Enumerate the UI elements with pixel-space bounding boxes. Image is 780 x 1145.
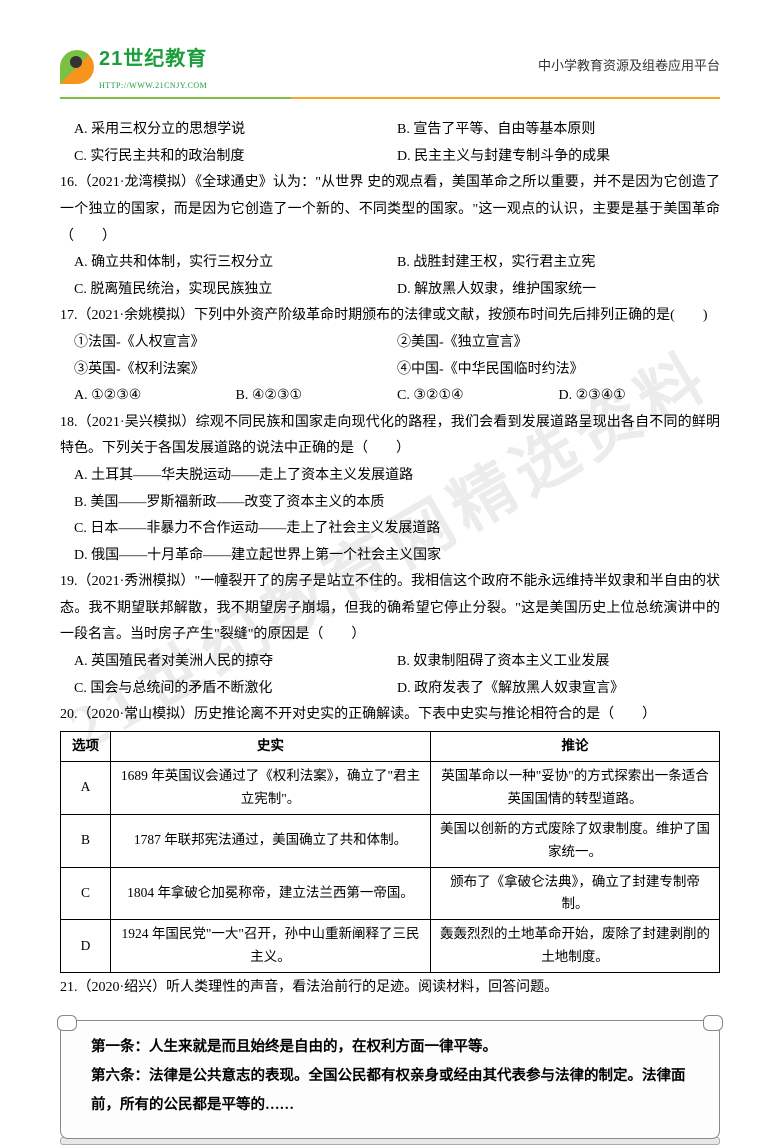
q16-stem: 16.（2021·龙湾模拟）《全球通史》认为："从世界 史的观点看，美国革命之所… (60, 170, 720, 250)
q18-option-b: B. 美国——罗斯福新政——改变了资本主义的本质 (74, 490, 720, 517)
table-row: C 1804 年拿破仑加冕称帝，建立法兰西第一帝国。 颁布了《拿破仑法典》，确立… (61, 867, 720, 920)
th-fact: 史实 (111, 731, 431, 761)
cell-inf: 轰轰烈烈的土地革命开始，废除了封建剥削的土地制度。 (431, 920, 720, 973)
cell-fact: 1787 年联邦宪法通过，美国确立了共和体制。 (111, 814, 431, 867)
q18-option-d: D. 俄国——十月革命——建立起世界上第一个社会主义国家 (74, 543, 720, 570)
table-row: A 1689 年英国议会通过了《权利法案》，确立了"君主立宪制"。 英国革命以一… (61, 761, 720, 814)
cell-opt: B (61, 814, 111, 867)
q18-option-c: C. 日本——非暴力不合作运动——走上了社会主义发展道路 (74, 516, 720, 543)
q17-option-c: C. ③②①④ (397, 383, 559, 410)
q15-option-b: B. 宣告了平等、自由等基本原则 (397, 117, 720, 144)
logo-block: 21世纪教育 HTTP://WWW.21CNJY.COM (60, 40, 207, 93)
scroll-line-1: 第一条：人生来就是而且始终是自由的，在权利方面一律平等。 (91, 1033, 697, 1062)
q19-stem: 19.（2021·秀洲模拟）"一幢裂开了的房子是站立不住的。我相信这个政府不能永… (60, 569, 720, 649)
q19-option-b: B. 奴隶制阻碍了资本主义工业发展 (397, 649, 720, 676)
q15-option-c: C. 实行民主共和的政治制度 (74, 144, 397, 171)
q15-option-d: D. 民主主义与封建专制斗争的成果 (397, 144, 720, 171)
cell-inf: 颁布了《拿破仑法典》，确立了封建专制帝制。 (431, 867, 720, 920)
runner-logo-icon (60, 50, 94, 84)
header-slogan: 中小学教育资源及组卷应用平台 (538, 54, 720, 79)
cell-opt: C (61, 867, 111, 920)
q18-stem: 18.（2021·吴兴模拟）综观不同民族和国家走向现代化的路程，我们会看到发展道… (60, 410, 720, 463)
q17-item-3: ③英国-《权利法案》 (74, 357, 397, 384)
q19-option-d: D. 政府发表了《解放黑人奴隶宣言》 (397, 676, 720, 703)
cell-fact: 1804 年拿破仑加冕称帝，建立法兰西第一帝国。 (111, 867, 431, 920)
q16-option-d: D. 解放黑人奴隶，维护国家统一 (397, 277, 720, 304)
q17-option-b: B. ④②③① (236, 383, 398, 410)
table-header-row: 选项 史实 推论 (61, 731, 720, 761)
q17-option-a: A. ①②③④ (74, 383, 236, 410)
q15-option-a: A. 采用三权分立的思想学说 (74, 117, 397, 144)
th-inference: 推论 (431, 731, 720, 761)
cell-inf: 英国革命以一种"妥协"的方式探索出一条适合英国国情的转型道路。 (431, 761, 720, 814)
q17-option-d: D. ②③④① (559, 383, 721, 410)
q20-stem: 20.（2020·常山模拟）历史推论离不开对史实的正确解读。下表中史实与推论相符… (60, 702, 720, 729)
cell-opt: A (61, 761, 111, 814)
q18-option-a: A. 土耳其——华夫脱运动——走上了资本主义发展道路 (74, 463, 720, 490)
cell-inf: 美国以创新的方式废除了奴隶制度。维护了国家统一。 (431, 814, 720, 867)
table-row: B 1787 年联邦宪法通过，美国确立了共和体制。 美国以创新的方式废除了奴隶制… (61, 814, 720, 867)
cell-fact: 1689 年英国议会通过了《权利法案》，确立了"君主立宪制"。 (111, 761, 431, 814)
page-header: 21世纪教育 HTTP://WWW.21CNJY.COM 中小学教育资源及组卷应… (60, 40, 720, 93)
q17-item-1: ①法国-《人权宣言》 (74, 330, 397, 357)
cell-opt: D (61, 920, 111, 973)
q16-option-a: A. 确立共和体制，实行三权分立 (74, 250, 397, 277)
q20-table: 选项 史实 推论 A 1689 年英国议会通过了《权利法案》，确立了"君主立宪制… (60, 731, 720, 973)
logo-sub-url: HTTP://WWW.21CNJY.COM (99, 78, 207, 93)
q19-option-a: A. 英国殖民者对美洲人民的掠夺 (74, 649, 397, 676)
q17-stem: 17.（2021·余姚模拟）下列中外资产阶级革命时期颁布的法律或文献，按颁布时间… (60, 303, 720, 330)
q16-option-c: C. 脱离殖民统治，实现民族独立 (74, 277, 397, 304)
header-divider (60, 97, 720, 99)
th-option: 选项 (61, 731, 111, 761)
page-content: 21世纪教育 HTTP://WWW.21CNJY.COM 中小学教育资源及组卷应… (60, 40, 720, 1145)
q17-item-4: ④中国-《中华民国临时约法》 (397, 357, 720, 384)
cell-fact: 1924 年国民党"一大"召开，孙中山重新阐释了三民主义。 (111, 920, 431, 973)
logo-main-text: 21世纪教育 (99, 40, 207, 78)
material-scroll: 第一条：人生来就是而且始终是自由的，在权利方面一律平等。 第六条：法律是公共意志… (60, 1020, 720, 1139)
table-row: D 1924 年国民党"一大"召开，孙中山重新阐释了三民主义。 轰轰烈烈的土地革… (61, 920, 720, 973)
q16-option-b: B. 战胜封建王权，实行君主立宪 (397, 250, 720, 277)
q19-option-c: C. 国会与总统间的矛盾不断激化 (74, 676, 397, 703)
q17-item-2: ②美国-《独立宣言》 (397, 330, 720, 357)
q21-stem: 21.（2020·绍兴）听人类理性的声音，看法治前行的足迹。阅读材料，回答问题。 (60, 975, 720, 1002)
scroll-line-2: 第六条：法律是公共意志的表现。全国公民都有权亲身或经由其代表参与法律的制定。法律… (91, 1062, 697, 1120)
